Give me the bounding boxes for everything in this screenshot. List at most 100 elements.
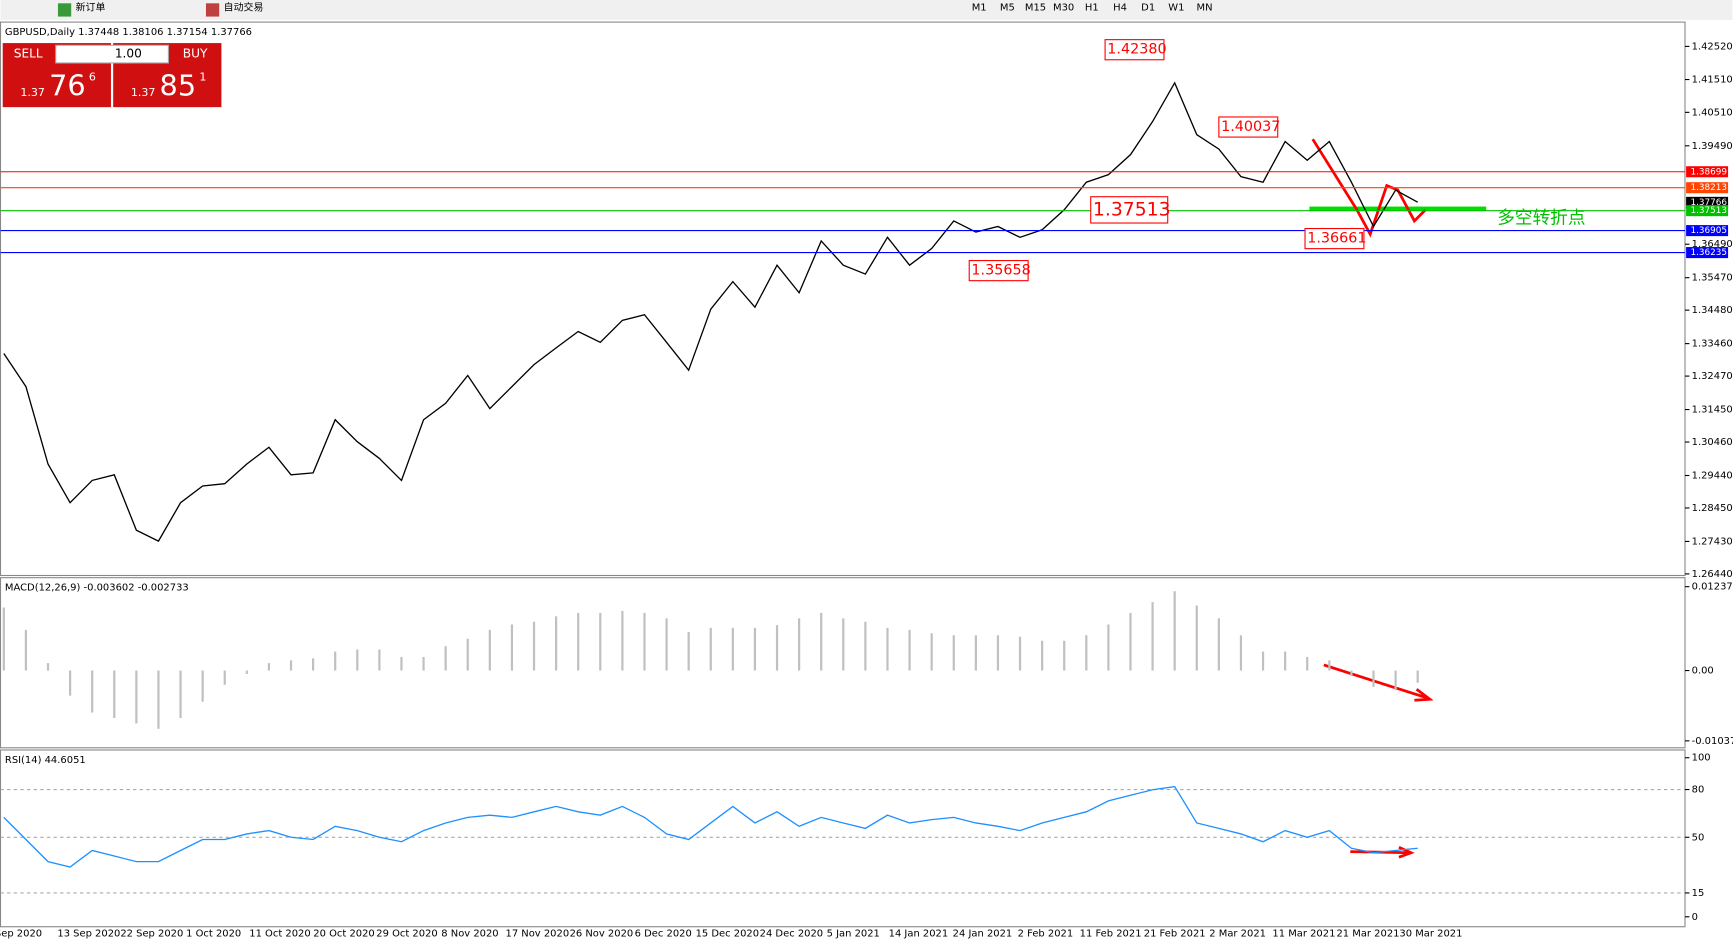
macd-bar (555, 616, 558, 671)
y-tick-label: 100 (1692, 753, 1711, 764)
level-label: 1.37513 (1691, 206, 1728, 216)
timeframe[interactable]: M15 (1025, 3, 1046, 14)
annotation-box (968, 260, 1029, 282)
y-tick-label: 1.34480 (1692, 305, 1733, 316)
macd-bar (1239, 635, 1243, 671)
x-tick-label: 26 Nov 2020 (570, 928, 634, 939)
y-tick-label: 50 (1692, 832, 1705, 843)
macd-bar (1173, 591, 1176, 671)
macd-bar (577, 612, 580, 671)
macd-bar (2, 607, 5, 671)
macd-bar (179, 670, 182, 718)
macd-bar (665, 618, 668, 671)
macd-bar (1328, 660, 1331, 671)
y-tick-label: 1.26440 (1692, 569, 1733, 580)
x-tick-label: 13 Sep 2020 (57, 928, 120, 939)
y-tick-label: 1.27430 (1692, 536, 1733, 547)
annotation-box (1104, 39, 1165, 61)
lots-input[interactable]: 1.00 (115, 47, 142, 61)
y-tick-label: 1.41510 (1692, 75, 1733, 86)
sell-button[interactable]: SELL (14, 47, 43, 61)
macd-bar (996, 635, 1000, 671)
x-tick-label: 11 Mar 2021 (1272, 928, 1335, 939)
chart-title: GBPUSD,Daily 1.37448 1.38106 1.37154 1.3… (5, 27, 252, 38)
new-order-icon[interactable] (57, 3, 72, 17)
auto-trading[interactable]: 自动交易 (224, 1, 264, 14)
macd-bar (1372, 670, 1375, 687)
macd-bar (422, 656, 425, 671)
timeframe[interactable]: MN (1196, 3, 1212, 14)
x-tick-label: 14 Jan 2021 (889, 928, 949, 939)
macd-bar (775, 625, 779, 671)
x-tick-label: 8 Sep 2020 (0, 928, 42, 939)
level-label: 1.38699 (1691, 167, 1728, 177)
x-tick-label: 2 Mar 2021 (1209, 928, 1266, 939)
macd-bar (24, 629, 28, 671)
macd-bar (1195, 605, 1198, 671)
sell-prefix: 1.37 (20, 86, 45, 99)
macd-bar (400, 656, 403, 671)
macd-bar (864, 621, 867, 671)
y-tick-label: 1.30460 (1692, 437, 1733, 448)
macd-bar (245, 670, 248, 674)
toolbar (0, 0, 1733, 20)
x-tick-label: 21 Feb 2021 (1144, 928, 1206, 939)
x-tick-label: 8 Nov 2020 (441, 928, 498, 939)
x-tick-label: 17 Nov 2020 (506, 928, 570, 939)
macd-bar (1350, 670, 1353, 676)
trade-panel: SELL BUY 1.00 1.37 76 6 1.37 85 1 (2, 43, 222, 108)
macd-bar (1151, 602, 1154, 671)
macd-bar (68, 670, 72, 696)
y-tick-label: 1.31450 (1692, 405, 1733, 416)
timeframe[interactable]: M5 (1000, 3, 1015, 14)
rsi-line (3, 785, 1418, 868)
y-tick-label: 0.00 (1692, 666, 1714, 677)
annotation-box (1304, 227, 1365, 250)
x-tick-label: 15 Dec 2020 (696, 928, 759, 939)
timeframe[interactable]: H1 (1085, 3, 1099, 14)
macd-bar (510, 624, 514, 671)
y-tick-label: 15 (1692, 888, 1705, 899)
sell-sup: 6 (89, 70, 96, 83)
x-tick-label: 30 Mar 2021 (1399, 928, 1462, 939)
buy-button[interactable]: BUY (183, 47, 208, 61)
annotation: 1.37513 (1093, 199, 1171, 220)
macd-bar (378, 649, 381, 671)
macd-bar (223, 670, 226, 685)
rsi-title: RSI(14) 44.6051 (5, 755, 86, 766)
macd-bar (289, 660, 293, 671)
macd-bar (135, 670, 138, 724)
macd-bar (643, 612, 646, 671)
timeframe[interactable]: M1 (972, 3, 987, 14)
annotation: 1.42380 (1107, 42, 1166, 58)
annotation: 1.36661 (1307, 231, 1366, 247)
macd-bar (157, 670, 160, 729)
macd-bar (311, 658, 315, 671)
macd-bar (687, 631, 690, 671)
x-tick-label: 11 Oct 2020 (249, 928, 310, 939)
level-label: 1.38213 (1691, 183, 1728, 193)
level-label: 1.36235 (1691, 248, 1728, 258)
y-tick-label: 0 (1692, 912, 1698, 923)
y-tick-label: -0.010374 (1692, 736, 1733, 747)
level-box (1686, 225, 1729, 237)
timeframe[interactable]: H4 (1113, 3, 1127, 14)
buy-price: 85 (160, 68, 197, 102)
y-tick-label: 1.40510 (1692, 107, 1733, 118)
macd-bar (1217, 618, 1220, 671)
timeframe[interactable]: W1 (1168, 3, 1184, 14)
macd-bar (842, 618, 845, 671)
timeframe[interactable]: M30 (1053, 3, 1074, 14)
x-tick-label: 20 Oct 2020 (313, 928, 374, 939)
timeframe[interactable]: D1 (1141, 3, 1155, 14)
new-order[interactable]: 新订单 (76, 1, 106, 14)
macd-bar (908, 629, 911, 671)
x-tick-label: 22 Sep 2020 (120, 928, 183, 939)
x-tick-label: 24 Jan 2021 (953, 928, 1013, 939)
pivot-line (1309, 206, 1487, 211)
y-tick-label: 1.42520 (1692, 41, 1733, 52)
auto-trading-icon[interactable] (205, 3, 220, 17)
macd-bar (1018, 636, 1022, 671)
